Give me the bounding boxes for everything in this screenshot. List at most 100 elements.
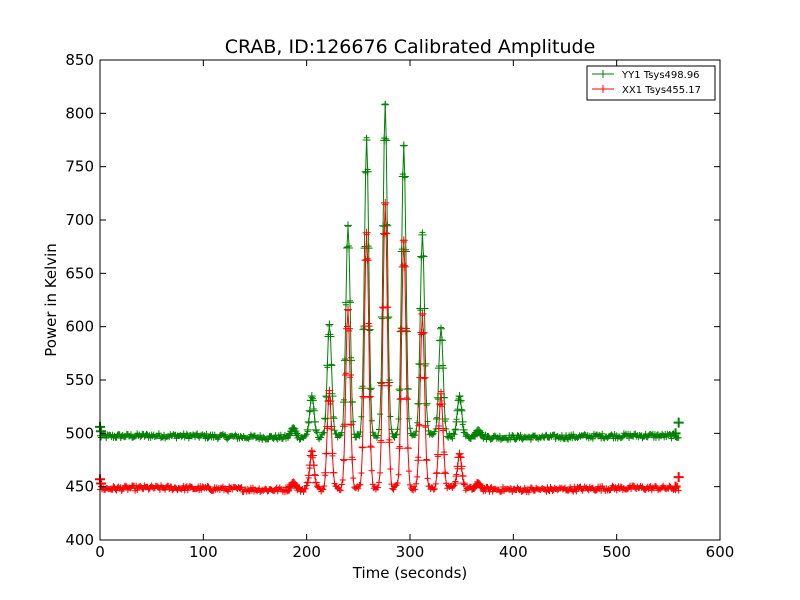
data-point — [300, 489, 307, 496]
data-point — [356, 433, 363, 440]
data-point — [399, 141, 408, 150]
data-point — [412, 486, 419, 493]
y-tick-label: 850 — [65, 51, 94, 69]
data-point — [670, 428, 681, 439]
data-point — [420, 304, 429, 313]
data-point — [110, 483, 117, 490]
data-point — [389, 430, 396, 437]
data-point — [365, 325, 374, 334]
data-point — [292, 429, 301, 438]
data-point — [155, 430, 162, 437]
data-point — [381, 198, 390, 207]
data-point — [527, 436, 534, 443]
data-point — [308, 396, 317, 405]
data-point — [321, 468, 330, 477]
data-point — [455, 449, 464, 458]
x-tick-label: 100 — [189, 543, 218, 561]
data-point — [348, 455, 357, 464]
data-point — [628, 486, 635, 493]
data-point — [128, 431, 134, 438]
data-point — [331, 427, 338, 434]
data-point — [451, 479, 460, 488]
data-point — [390, 486, 397, 493]
data-point — [438, 336, 447, 345]
data-point — [646, 483, 653, 490]
data-point — [314, 429, 320, 436]
data-point — [368, 467, 375, 474]
data-point — [517, 431, 524, 438]
data-point — [154, 483, 161, 490]
data-point — [376, 479, 382, 486]
x-axis-label: Time (seconds) — [352, 564, 468, 582]
x-tick-label: 300 — [396, 543, 425, 561]
data-point — [325, 320, 334, 329]
data-point — [232, 431, 239, 438]
data-point — [162, 486, 169, 493]
legend-box — [586, 65, 716, 101]
data-point — [328, 449, 337, 458]
data-point — [348, 398, 357, 407]
data-point — [402, 395, 411, 404]
y-tick-label: 650 — [65, 264, 94, 282]
data-point — [543, 431, 550, 438]
data-point — [457, 462, 466, 471]
data-point — [96, 426, 107, 437]
data-point — [346, 370, 355, 379]
data-point — [311, 478, 320, 487]
data-point — [358, 384, 367, 393]
data-point — [419, 252, 428, 261]
data-point — [338, 429, 345, 436]
data-point — [347, 356, 356, 365]
data-point — [477, 430, 486, 439]
y-axis: 400 450 500 550 600 650 700 750 800 850 — [65, 51, 720, 549]
data-point — [384, 312, 393, 321]
data-point — [346, 298, 355, 307]
data-point — [388, 481, 395, 488]
data-point — [362, 228, 371, 237]
data-point — [329, 468, 338, 477]
data-point — [455, 392, 464, 400]
data-point — [374, 432, 381, 439]
data-point — [363, 167, 372, 176]
data-point — [257, 432, 264, 439]
data-point — [420, 373, 429, 382]
data-point — [347, 420, 356, 429]
series-0 — [95, 100, 684, 443]
data-point — [432, 469, 441, 478]
data-point — [509, 488, 516, 495]
data-point — [325, 386, 334, 395]
data-point — [449, 435, 456, 442]
data-point — [570, 431, 577, 438]
data-point — [339, 398, 348, 407]
data-point — [439, 364, 448, 373]
x-tick-label: 600 — [706, 543, 735, 561]
data-point — [292, 482, 301, 491]
plot-area — [95, 59, 721, 541]
data-point — [431, 428, 438, 435]
data-point — [387, 413, 394, 420]
data-point — [303, 425, 312, 434]
legend-marker — [599, 85, 607, 93]
x-tick-label: 400 — [499, 543, 528, 561]
data-point — [393, 431, 400, 438]
data-point — [414, 399, 423, 408]
data-point — [365, 392, 374, 401]
y-tick-label: 800 — [65, 104, 94, 122]
series-layer — [95, 100, 684, 496]
data-point — [451, 425, 460, 434]
data-point — [358, 443, 367, 452]
data-point — [303, 482, 310, 489]
series-1 — [95, 198, 684, 496]
data-point — [418, 230, 427, 239]
data-point — [238, 484, 245, 491]
data-point — [429, 431, 436, 438]
data-point — [192, 434, 199, 441]
data-point — [430, 486, 437, 493]
data-point — [302, 432, 309, 439]
data-point — [439, 424, 448, 433]
data-point — [309, 461, 318, 470]
data-point — [564, 435, 571, 442]
data-point — [134, 487, 141, 494]
data-point — [437, 389, 445, 398]
